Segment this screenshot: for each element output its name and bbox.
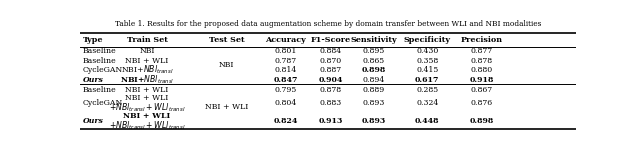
Text: 0.358: 0.358 [416,57,438,65]
Text: 0.795: 0.795 [275,86,297,94]
Text: Ours: Ours [83,117,103,125]
Text: Test Set: Test Set [209,36,244,44]
Text: NBI: NBI [140,47,155,55]
Text: NBI+$NBl_{transl}$: NBI+$NBl_{transl}$ [120,64,173,76]
Text: 0.895: 0.895 [362,47,385,55]
Text: Ours: Ours [83,76,103,84]
Text: 0.893: 0.893 [362,117,386,125]
Text: 0.787: 0.787 [275,57,297,65]
Text: F1-Score: F1-Score [310,36,351,44]
Text: NBI + WLI: NBI + WLI [124,112,171,120]
Text: Baseline: Baseline [83,57,116,65]
Text: 0.617: 0.617 [415,76,440,84]
Text: 0.884: 0.884 [319,47,342,55]
Text: 0.878: 0.878 [319,86,342,94]
Text: 0.876: 0.876 [470,99,493,107]
Text: 0.814: 0.814 [275,66,297,74]
Text: 0.893: 0.893 [362,99,385,107]
Text: 0.867: 0.867 [470,86,493,94]
Text: 0.904: 0.904 [318,76,342,84]
Text: 0.898: 0.898 [470,117,494,125]
Text: NBI + WLI: NBI + WLI [125,57,169,65]
Text: $+NBl_{transl}+WLl_{transl}$: $+NBl_{transl}+WLl_{transl}$ [109,102,185,114]
Text: 0.870: 0.870 [319,57,342,65]
Text: 0.804: 0.804 [275,99,297,107]
Text: 0.880: 0.880 [470,66,493,74]
Text: NBI + WLI: NBI + WLI [125,86,169,94]
Text: NBI+$NBl_{transl}$: NBI+$NBl_{transl}$ [120,73,174,86]
Text: Table 1. Results for the proposed data augmentation scheme by domain transfer be: Table 1. Results for the proposed data a… [115,20,541,28]
Text: 0.415: 0.415 [416,66,438,74]
Text: 0.877: 0.877 [470,47,493,55]
Text: NBI + WLI: NBI + WLI [125,94,169,102]
Text: $+NBl_{transl}+WLl_{transl}$: $+NBl_{transl}+WLl_{transl}$ [109,119,185,132]
Text: NBI + WLI: NBI + WLI [205,103,248,111]
Text: CycleGAN: CycleGAN [83,99,123,107]
Text: 0.824: 0.824 [274,117,298,125]
Text: 0.887: 0.887 [319,66,342,74]
Text: 0.894: 0.894 [362,76,385,84]
Text: Baseline: Baseline [83,86,116,94]
Text: 0.285: 0.285 [416,86,438,94]
Text: 0.430: 0.430 [416,47,438,55]
Text: 0.847: 0.847 [274,76,298,84]
Text: Type: Type [83,36,103,44]
Text: 0.898: 0.898 [362,66,386,74]
Text: 0.878: 0.878 [470,57,493,65]
Text: Specificity: Specificity [404,36,451,44]
Text: Accuracy: Accuracy [266,36,306,44]
Text: Baseline: Baseline [83,47,116,55]
Text: 0.448: 0.448 [415,117,440,125]
Text: 0.913: 0.913 [318,117,342,125]
Text: Sensitivity: Sensitivity [350,36,397,44]
Text: Precision: Precision [461,36,503,44]
Text: 0.801: 0.801 [275,47,297,55]
Text: 0.883: 0.883 [319,99,342,107]
Text: 0.865: 0.865 [363,57,385,65]
Text: 0.889: 0.889 [362,86,385,94]
Text: 0.918: 0.918 [470,76,494,84]
Text: NBI: NBI [219,62,234,69]
Text: CycleGAN: CycleGAN [83,66,123,74]
Text: Train Set: Train Set [127,36,168,44]
Text: 0.324: 0.324 [416,99,438,107]
